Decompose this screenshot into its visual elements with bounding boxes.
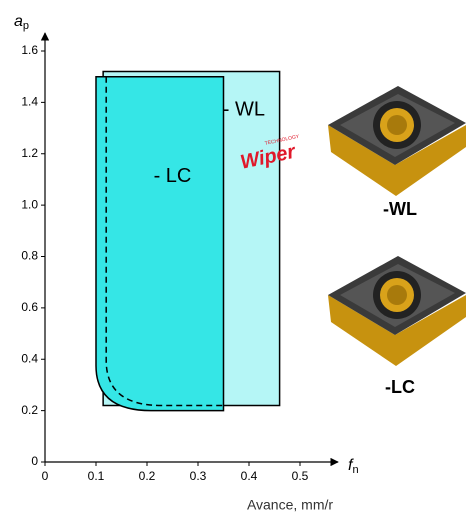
region	[95, 75, 225, 412]
insert-wl	[328, 86, 466, 196]
insert-images	[328, 86, 466, 366]
x-tick-label: 0.3	[190, 469, 207, 483]
y-tick-label: 0.4	[21, 351, 38, 365]
y-tick-label: 1.2	[21, 146, 38, 160]
x-axis-label: fn	[348, 457, 359, 476]
x-tick-label: 0	[42, 469, 49, 483]
insert-lc	[328, 256, 466, 366]
y-label-sub: p	[23, 20, 29, 32]
region-label: - LC	[154, 165, 192, 187]
y-tick-label: 0.6	[21, 300, 38, 314]
region-label: - WL	[223, 98, 265, 120]
y-tick-label: 1.0	[21, 197, 38, 211]
x-label-sub: n	[352, 464, 358, 476]
x-label-main: f	[348, 457, 354, 474]
y-tick-label: 1.6	[21, 43, 38, 57]
x-tick-label: 0.5	[292, 469, 309, 483]
x-tick-label: 0.2	[139, 469, 156, 483]
insert-label: -WL	[383, 199, 417, 219]
y-tick-label: 0.2	[21, 403, 38, 417]
x-unit-label: Avance, mm/r	[247, 497, 333, 513]
region	[105, 76, 224, 407]
y-label-main: a	[14, 13, 23, 30]
y-tick-label: 0.8	[21, 249, 38, 263]
x-tick-label: 0.1	[88, 469, 105, 483]
y-axis-label: ap	[14, 13, 29, 32]
insert-label: -LC	[385, 377, 415, 397]
y-tick-label: 1.4	[21, 95, 38, 109]
x-tick-label: 0.4	[241, 469, 258, 483]
y-tick-label: 0	[31, 454, 38, 468]
